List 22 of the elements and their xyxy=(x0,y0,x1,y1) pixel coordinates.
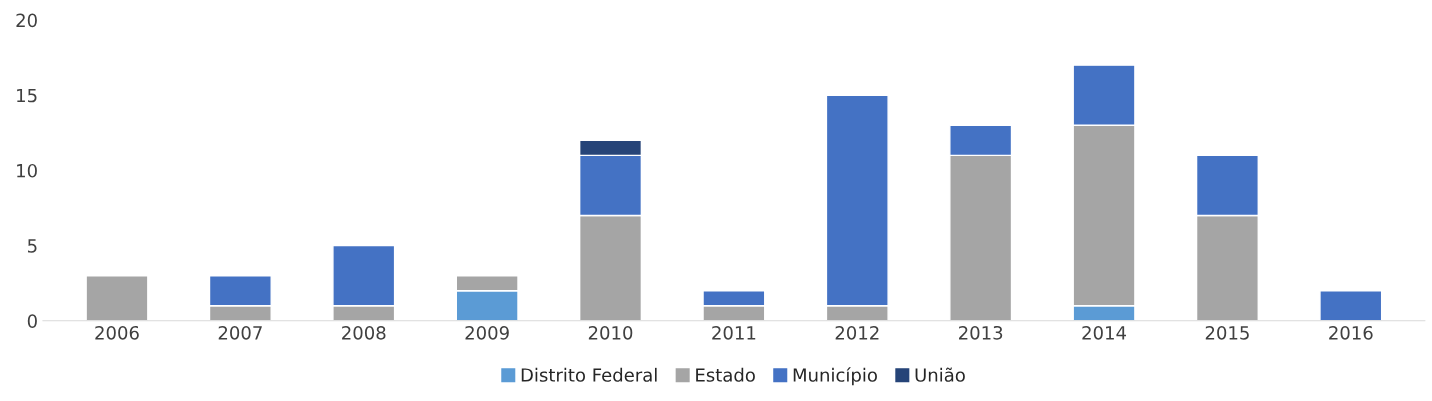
y-tick-label: 5 xyxy=(28,239,37,253)
x-tick-label: 2007 xyxy=(218,325,262,340)
x-tick-label: 2014 xyxy=(1082,325,1127,340)
y-tick-label: 0 xyxy=(27,314,37,328)
x-tick-label: 2010 xyxy=(588,325,633,340)
x-tick-label: 2016 xyxy=(1329,325,1373,340)
x-tick-label: 2011 xyxy=(712,325,756,340)
x-tick-label: 2015 xyxy=(1205,325,1249,340)
bar xyxy=(85,274,149,321)
x-tick-label: 2006 xyxy=(95,325,139,340)
legend-label: Estado xyxy=(696,367,755,382)
legend-label: Distrito Federal xyxy=(521,367,657,382)
x-tick-label: 2012 xyxy=(835,325,879,340)
x-tick-label: 2013 xyxy=(959,325,1003,340)
x-tick-label: 2008 xyxy=(342,325,386,340)
bar xyxy=(1319,290,1383,321)
legend-label: União xyxy=(915,367,965,382)
x-tick-label: 2009 xyxy=(465,325,509,340)
legend-label: Município xyxy=(793,367,877,386)
y-tick-label: 20 xyxy=(16,13,37,28)
y-tick-label: 10 xyxy=(17,163,37,178)
y-tick-label: 15 xyxy=(17,88,37,103)
